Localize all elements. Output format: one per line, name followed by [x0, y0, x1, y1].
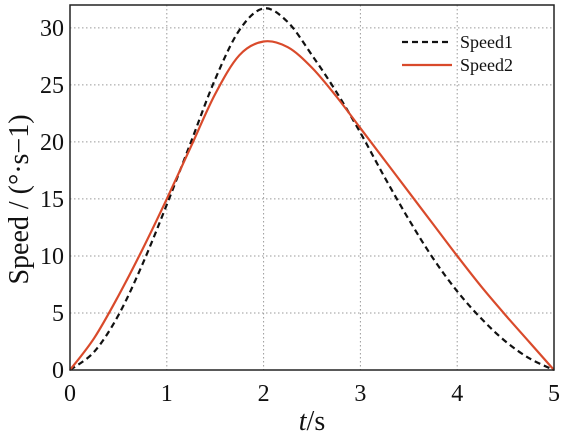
- legend: Speed1 Speed2: [402, 32, 513, 75]
- y-tick-label-15: 15: [40, 187, 64, 213]
- y-tick-label-10: 10: [40, 244, 64, 270]
- y-axis-label: Speed / (°·s−1): [4, 114, 35, 284]
- tick-labels: 0 1 2 3 4 5 0 5 10 15 20 25 30: [40, 16, 560, 407]
- x-tick-label-4: 4: [451, 381, 463, 407]
- y-tick-label-0: 0: [52, 358, 64, 384]
- legend-label-speed1: Speed1: [460, 32, 513, 52]
- x-axis-label-unit: /s: [307, 406, 326, 437]
- series-line-speed2: [69, 40, 555, 371]
- grid-lines: [70, 5, 554, 370]
- x-tick-label-5: 5: [548, 381, 560, 407]
- legend-label-speed2: Speed2: [460, 55, 513, 75]
- y-tick-label-20: 20: [40, 130, 64, 156]
- y-tick-label-25: 25: [40, 73, 64, 99]
- x-axis-label-symbol: t: [299, 406, 308, 437]
- plot-frame: [69, 4, 555, 371]
- x-axis-label: t/s: [299, 406, 325, 437]
- series-line-speed1: [69, 7, 555, 371]
- y-tick-label-30: 30: [40, 16, 64, 42]
- x-tick-label-3: 3: [354, 381, 366, 407]
- x-tick-label-1: 1: [161, 381, 173, 407]
- y-tick-label-5: 5: [52, 301, 64, 327]
- x-tick-label-0: 0: [64, 381, 76, 407]
- x-tick-label-2: 2: [258, 381, 270, 407]
- series-lines: [69, 7, 555, 371]
